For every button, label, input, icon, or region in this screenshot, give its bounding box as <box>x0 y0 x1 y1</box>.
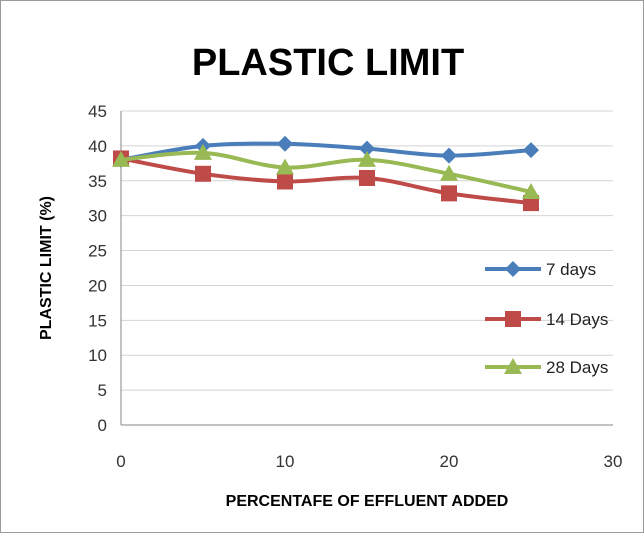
y-tick-label: 30 <box>88 207 107 226</box>
data-point-s0-4 <box>441 147 457 164</box>
y-tick-labels: 0 5 10 15 20 25 30 35 40 45 <box>88 102 107 435</box>
data-point-s2-0 <box>112 150 130 167</box>
series-line-0 <box>119 141 533 162</box>
data-point-s2-1 <box>194 143 212 160</box>
series-layer <box>112 135 540 212</box>
x-tick-label: 30 <box>604 452 623 471</box>
x-axis-title: PERCENTAFE OF EFFLUENT ADDED <box>226 493 509 510</box>
data-point-s2-5 <box>522 182 540 199</box>
data-point-s0-3 <box>359 140 375 157</box>
y-tick-label: 25 <box>88 242 107 261</box>
x-tick-label: 10 <box>276 452 295 471</box>
data-point-s1-1 <box>195 165 211 182</box>
legend-label-2: 28 Days <box>546 358 608 377</box>
y-axis-title: PLASTIC LIMIT (%) <box>38 196 55 340</box>
y-tick-label: 15 <box>88 311 107 330</box>
y-tick-label: 20 <box>88 276 107 295</box>
y-tick-label: 5 <box>98 381 107 400</box>
legend-label-1: 14 Days <box>546 310 608 329</box>
legend: 7 days 14 Days 28 Days <box>485 260 608 377</box>
data-point-s1-2 <box>277 173 293 190</box>
y-tick-label: 35 <box>88 172 107 191</box>
x-tick-label: 20 <box>440 452 459 471</box>
legend-entry-1: 14 Days <box>485 310 608 329</box>
data-point-s1-3 <box>359 169 375 186</box>
legend-entry-0: 7 days <box>485 260 596 279</box>
data-point-s1-4 <box>441 185 457 202</box>
y-tick-label: 0 <box>98 416 107 435</box>
data-point-s2-3 <box>358 150 376 167</box>
y-tick-label: 10 <box>88 346 107 365</box>
data-point-s1-5 <box>523 195 539 212</box>
data-point-s0-5 <box>523 142 539 159</box>
legend-entry-2: 28 Days <box>485 358 608 377</box>
series-line-1 <box>119 156 533 206</box>
data-point-s2-2 <box>276 158 294 175</box>
chart-title: PLASTIC LIMIT <box>192 42 464 84</box>
series-2 <box>112 143 540 199</box>
legend-marker-1 <box>505 311 521 327</box>
y-tick-label: 40 <box>88 137 107 156</box>
legend-label-0: 7 days <box>546 260 596 279</box>
legend-marker-0 <box>505 261 521 277</box>
legend-marker-2 <box>504 358 522 374</box>
y-tick-label: 45 <box>88 102 107 121</box>
x-tick-label: 0 <box>116 452 125 471</box>
data-point-s2-4 <box>440 164 458 181</box>
x-tick-labels: 0 10 20 30 <box>116 452 622 471</box>
data-point-s0-2 <box>277 135 293 152</box>
series-line-2 <box>119 150 533 194</box>
